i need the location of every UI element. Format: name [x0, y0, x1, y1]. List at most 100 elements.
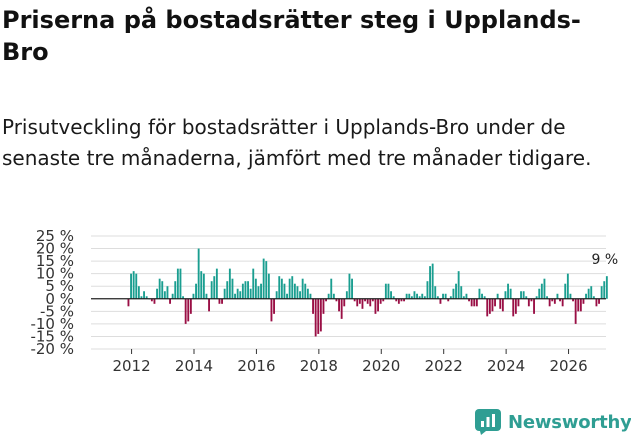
bar-negative [312, 298, 314, 314]
bar-negative [127, 298, 130, 307]
bar-negative [338, 298, 340, 312]
bar-positive [228, 268, 231, 299]
bar-negative [491, 298, 494, 312]
brand-logo: Newsworthy [475, 408, 631, 436]
bar-negative [527, 298, 530, 307]
y-tick-label: -15 % [30, 327, 74, 345]
bar-positive [215, 268, 218, 299]
bar-negative [499, 298, 502, 309]
y-tick-label: -10 % [30, 315, 74, 333]
bar-negative [270, 298, 273, 322]
bar-positive [408, 293, 411, 299]
bar-negative [572, 298, 574, 302]
bar-negative [335, 298, 338, 302]
bar-positive [345, 291, 348, 299]
bar-positive [449, 296, 452, 299]
y-tick-label: 25 % [36, 227, 74, 245]
bar-negative [221, 298, 223, 304]
bar-positive [288, 278, 291, 299]
bar-positive [301, 278, 304, 299]
bar-positive [483, 296, 486, 299]
bar-positive [520, 291, 522, 299]
bar-positive [236, 288, 239, 299]
bar-negative [397, 298, 400, 304]
bar-positive [171, 293, 174, 299]
bar-positive [239, 291, 242, 299]
bar-positive [262, 258, 265, 299]
bar-negative [340, 298, 343, 319]
bar-negative [153, 298, 156, 304]
bar-positive [166, 286, 169, 299]
bar-positive [405, 293, 408, 299]
bar-positive [460, 286, 463, 299]
bar-positive [252, 268, 255, 299]
bar-negative [343, 298, 346, 307]
bar-negative [319, 298, 322, 332]
bar-positive [143, 291, 145, 299]
bar-positive [306, 288, 309, 299]
bar-positive [478, 288, 481, 299]
bar-positive [413, 291, 416, 299]
bar-negative [561, 298, 564, 307]
bar-positive [192, 293, 195, 299]
chart-title: Priserna på bostadsrätter steg i Uppland… [2, 6, 581, 66]
bar-negative [447, 298, 450, 302]
bar-positive [179, 268, 182, 299]
bar-positive [275, 291, 278, 299]
bar-positive [132, 271, 135, 299]
bar-positive [265, 261, 268, 299]
bar-positive [423, 296, 426, 299]
bar-positive [351, 278, 353, 299]
bar-positive [566, 273, 569, 299]
gridlines [91, 235, 606, 350]
bar-negative [395, 298, 398, 302]
bar-negative [514, 298, 517, 314]
bar-positive [286, 293, 288, 299]
bar-positive [135, 273, 138, 299]
bar-negative [488, 298, 491, 314]
bar-positive [283, 283, 286, 299]
bar-positive [182, 296, 184, 299]
bar-positive [200, 271, 203, 299]
y-tick-label: -20 % [30, 340, 74, 358]
bar-positive [421, 293, 424, 299]
bar-positive [444, 293, 447, 299]
x-tick-label: 2024 [487, 357, 525, 375]
bar-negative [582, 298, 585, 304]
x-tick-label: 2016 [237, 357, 275, 375]
bar-negative [317, 298, 320, 334]
bar-negative [382, 298, 385, 302]
bar-positive [564, 283, 567, 299]
bar-negative [468, 298, 470, 302]
bar-chart: -20 %-15 %-10 %-5 %0 %5 %10 %15 %20 %25 … [30, 227, 618, 375]
bar-negative [273, 298, 275, 314]
x-tick-label: 2026 [549, 357, 587, 375]
bar-negative [366, 298, 369, 304]
bar-positive [257, 286, 260, 299]
y-tick-label: 10 % [36, 265, 74, 283]
bar-positive [525, 296, 528, 299]
axes [91, 298, 606, 354]
bar-positive [156, 288, 158, 299]
bar-positive [384, 283, 387, 299]
bar-positive [410, 296, 413, 299]
bar-positive [496, 293, 499, 299]
bar-positive [509, 288, 512, 299]
bar-negative [579, 298, 582, 312]
bar-negative [208, 298, 210, 312]
bar-positive [213, 276, 216, 299]
bar-negative [551, 298, 554, 302]
bar-positive [603, 281, 606, 299]
bar-positive [223, 288, 226, 299]
bar-negative [501, 298, 504, 312]
bar-negative [353, 298, 356, 302]
bar-positive [556, 293, 559, 299]
bar-negative [494, 298, 496, 307]
bar-positive [434, 286, 437, 299]
bar-negative [189, 298, 192, 314]
bar-negative [470, 298, 473, 307]
bar-positive [332, 293, 335, 299]
y-tick-label: 15 % [36, 252, 74, 270]
y-tick-label: -5 % [40, 302, 74, 320]
bar-positive [267, 273, 270, 299]
